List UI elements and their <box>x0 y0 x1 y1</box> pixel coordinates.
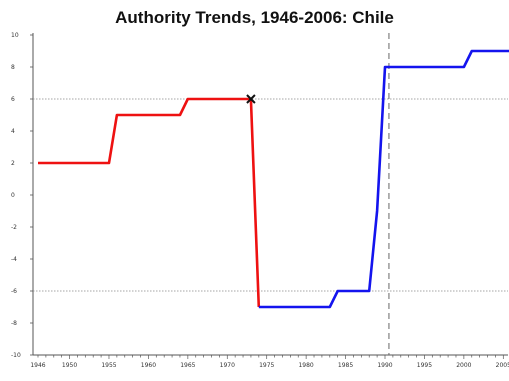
x-tick-label: 1980 <box>298 362 313 369</box>
y-tick-label: -6 <box>11 288 17 295</box>
x-tick-label: 1960 <box>141 362 156 369</box>
y-tick-label: -10 <box>11 352 21 359</box>
series-lines <box>38 49 509 309</box>
series-line-1 <box>258 49 509 309</box>
x-tick-label: 1990 <box>377 362 392 369</box>
axes: -10 -8 -6 -4 -2 0 2 4 6 8 10 1946 1950 1955 1960 1965 19… <box>11 32 509 369</box>
x-tick-label: 1970 <box>220 362 235 369</box>
y-tick-label: 6 <box>11 96 15 103</box>
x-tick-label: 2000 <box>456 362 471 369</box>
y-tick-label: 2 <box>11 160 15 167</box>
x-tick-label: 1975 <box>259 362 274 369</box>
x-marker <box>246 94 256 104</box>
reference-lines <box>33 33 508 355</box>
chart-title: Authority Trends, 1946-2006: Chile <box>115 8 394 27</box>
markers <box>246 94 256 104</box>
series-line-0 <box>38 97 261 308</box>
y-tick-label: -8 <box>11 320 17 327</box>
y-tick-label: -4 <box>11 256 17 263</box>
y-tick-label: 0 <box>11 192 15 199</box>
x-tick-label: 1946 <box>30 362 45 369</box>
x-tick-label: 1950 <box>62 362 77 369</box>
x-tick-label: 2005 <box>496 362 509 369</box>
y-tick-label: -2 <box>11 224 17 231</box>
y-tick-label: 8 <box>11 64 15 71</box>
x-tick-label: 1995 <box>417 362 432 369</box>
y-tick-label: 10 <box>11 32 19 39</box>
x-tick-label: 1985 <box>338 362 353 369</box>
x-tick-label: 1965 <box>180 362 195 369</box>
x-marker-stroke <box>246 94 256 104</box>
x-tick-label: 1955 <box>101 362 116 369</box>
y-tick-label: 4 <box>11 128 15 135</box>
